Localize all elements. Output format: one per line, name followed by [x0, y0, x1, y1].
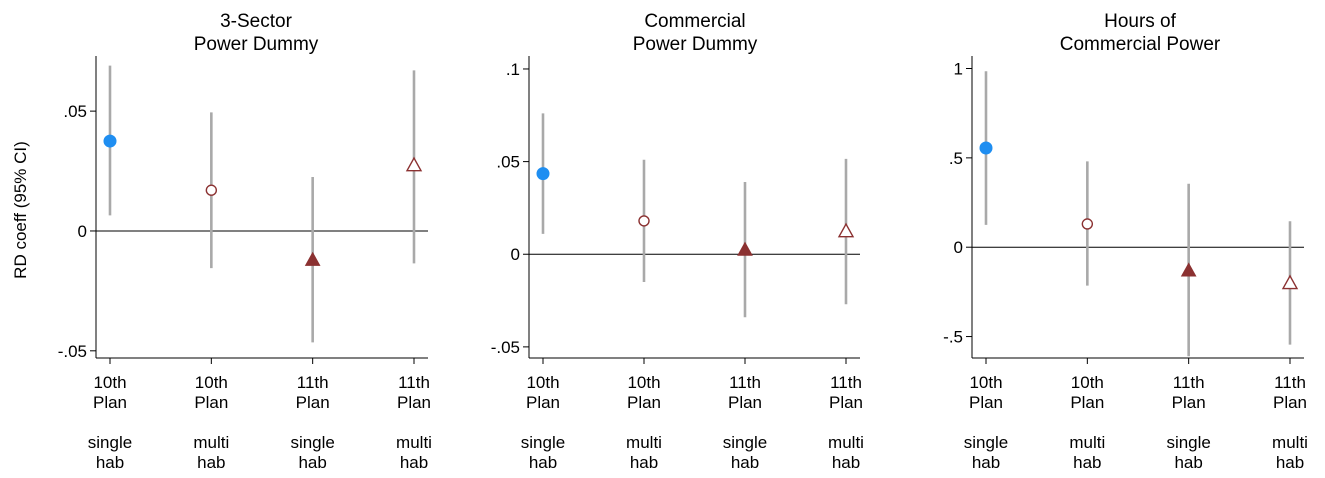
- panel-title-line: Power Dummy: [194, 34, 319, 55]
- y-tick-label: .1: [506, 60, 520, 79]
- x-category-label: 11th: [297, 373, 329, 392]
- point-estimate-marker: [205, 184, 218, 196]
- y-tick-label: .05: [496, 153, 520, 172]
- point-estimate-marker: [103, 134, 117, 148]
- x-category-label: 11th: [729, 373, 761, 392]
- x-category-label: single: [964, 433, 1008, 452]
- figure-y-axis-label: RD coeff (95% CI): [11, 141, 30, 279]
- x-category-label: hab: [1174, 453, 1202, 472]
- point-estimate-marker: [304, 251, 321, 266]
- x-category-label: multi: [1272, 433, 1308, 452]
- panel-title-line: Hours of: [1104, 11, 1177, 32]
- x-category-label: Plan: [1070, 393, 1104, 412]
- x-category-label: 11th: [1173, 373, 1205, 392]
- x-category-label: 10th: [195, 373, 228, 392]
- x-category-label: Plan: [969, 393, 1003, 412]
- x-category-label: multi: [828, 433, 864, 452]
- x-category-label: hab: [96, 453, 124, 472]
- point-estimate-marker: [1180, 262, 1197, 277]
- x-category-label: hab: [832, 453, 860, 472]
- x-category-label: multi: [1069, 433, 1105, 452]
- point-estimate-marker: [837, 222, 855, 238]
- y-tick-label: .05: [63, 102, 87, 121]
- x-category-label: Plan: [194, 393, 228, 412]
- x-category-label: multi: [396, 433, 432, 452]
- x-category-label: hab: [630, 453, 658, 472]
- x-category-label: hab: [731, 453, 759, 472]
- point-estimate-marker: [536, 167, 550, 181]
- x-category-label: single: [1166, 433, 1210, 452]
- x-category-label: 11th: [1274, 373, 1306, 392]
- point-estimate-marker: [1081, 218, 1094, 230]
- x-category-label: 10th: [627, 373, 660, 392]
- x-category-label: hab: [972, 453, 1000, 472]
- x-category-label: multi: [626, 433, 662, 452]
- point-estimate-marker: [737, 241, 753, 256]
- x-category-label: Plan: [728, 393, 762, 412]
- x-category-label: Plan: [1273, 393, 1307, 412]
- point-estimate-marker: [979, 141, 993, 155]
- x-category-label: hab: [298, 453, 326, 472]
- x-category-label: hab: [197, 453, 225, 472]
- panel-title-line: Commercial: [644, 11, 745, 32]
- point-estimate-marker: [638, 215, 650, 227]
- x-category-label: hab: [1276, 453, 1304, 472]
- x-category-label: 10th: [526, 373, 559, 392]
- point-estimate-marker: [405, 156, 423, 172]
- x-category-label: hab: [1073, 453, 1101, 472]
- x-category-label: 11th: [830, 373, 862, 392]
- x-category-label: hab: [529, 453, 557, 472]
- y-tick-label: 1: [954, 60, 963, 79]
- x-category-label: Plan: [1172, 393, 1206, 412]
- x-category-label: single: [723, 433, 767, 452]
- y-tick-label: 0: [511, 245, 520, 264]
- x-category-label: single: [290, 433, 334, 452]
- x-category-label: Plan: [397, 393, 431, 412]
- y-tick-label: -.5: [943, 328, 963, 347]
- panel-title-line: 3-Sector: [220, 11, 292, 32]
- x-category-label: Plan: [829, 393, 863, 412]
- x-category-label: single: [88, 433, 132, 452]
- point-estimate-marker: [1281, 274, 1299, 290]
- y-tick-label: -.05: [58, 342, 87, 361]
- x-category-label: 10th: [93, 373, 126, 392]
- x-category-label: multi: [193, 433, 229, 452]
- y-tick-label: .5: [949, 149, 963, 168]
- x-category-label: single: [521, 433, 565, 452]
- x-category-label: Plan: [296, 393, 330, 412]
- x-category-label: Plan: [627, 393, 661, 412]
- y-tick-label: 0: [954, 238, 963, 257]
- x-category-label: 10th: [969, 373, 1002, 392]
- y-tick-label: 0: [78, 222, 87, 241]
- x-category-label: hab: [400, 453, 428, 472]
- x-category-label: 10th: [1071, 373, 1104, 392]
- x-category-label: Plan: [526, 393, 560, 412]
- x-category-label: 11th: [398, 373, 430, 392]
- panel-title-line: Power Dummy: [633, 34, 758, 55]
- panel-title-line: Commercial Power: [1060, 34, 1221, 55]
- y-tick-label: -.05: [491, 338, 520, 357]
- x-category-label: Plan: [93, 393, 127, 412]
